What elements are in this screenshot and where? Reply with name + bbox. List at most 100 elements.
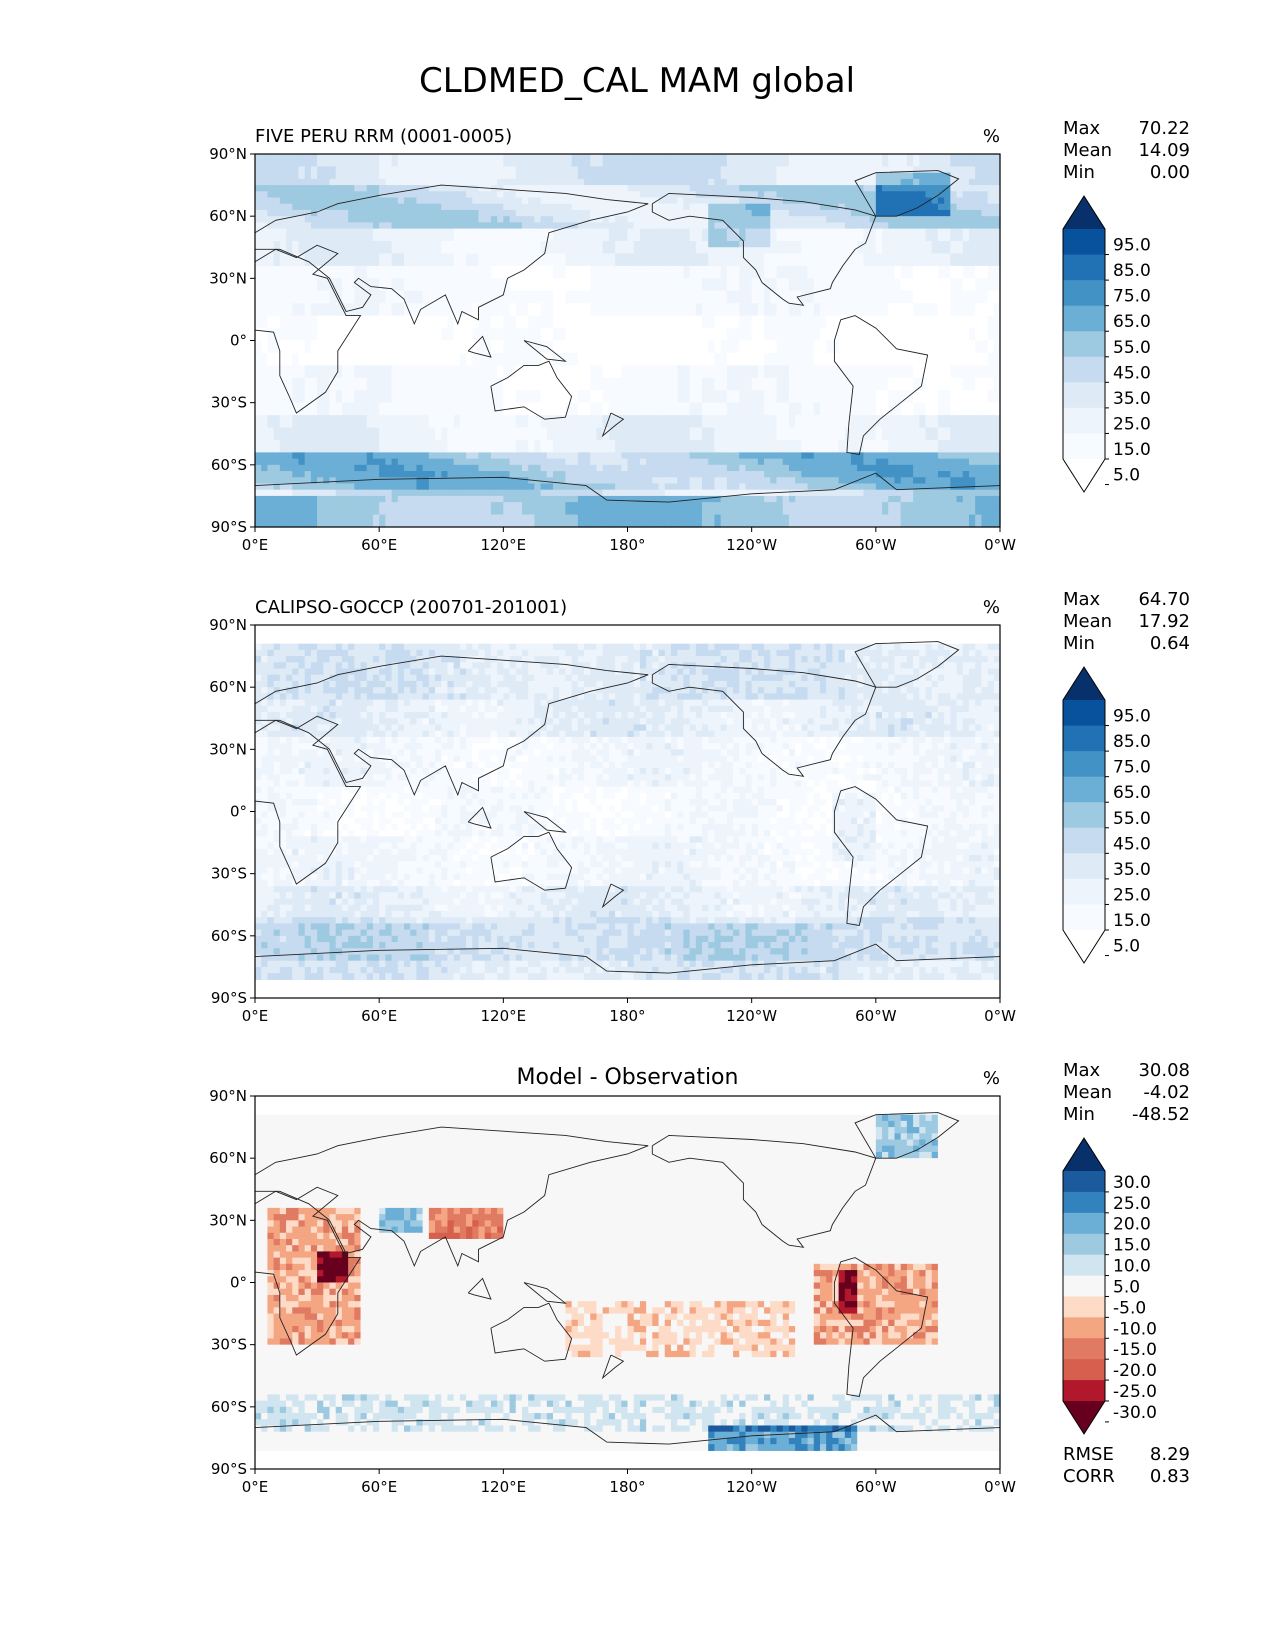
test-cell xyxy=(720,377,728,385)
test-cell xyxy=(379,402,386,410)
test-cell xyxy=(391,178,399,186)
test-cell xyxy=(515,303,523,311)
test-cell xyxy=(913,278,920,286)
test-cell xyxy=(869,340,877,348)
test-cell xyxy=(652,241,660,248)
test-cell xyxy=(633,315,641,323)
test-cell xyxy=(677,328,684,335)
panels-container: 90°N60°N30°N0°30°S60°S90°S0°E 60°E 120°E 18… xyxy=(209,118,1190,1496)
test-cell xyxy=(608,402,616,410)
test-cell xyxy=(801,377,809,385)
test-cell xyxy=(689,290,697,298)
test-cell xyxy=(757,390,765,398)
test-cell xyxy=(335,365,343,373)
test-cell xyxy=(900,359,908,366)
test-cell xyxy=(770,160,778,168)
test-cell xyxy=(391,185,399,192)
test-cell xyxy=(702,178,709,186)
test-cell xyxy=(503,272,511,279)
test-cell xyxy=(664,154,672,161)
test-cell xyxy=(720,352,728,360)
test-cell xyxy=(689,203,697,211)
test-cell xyxy=(379,209,386,217)
test-cell xyxy=(435,359,442,366)
test-cell xyxy=(317,154,324,161)
test-cell xyxy=(813,334,821,342)
test-cell xyxy=(472,390,480,398)
test-cell xyxy=(459,371,467,379)
test-cell xyxy=(621,346,629,354)
test-cell xyxy=(391,290,399,298)
test-cell xyxy=(819,296,827,304)
test-cell xyxy=(317,178,324,186)
test-cell xyxy=(255,359,262,366)
test-cell xyxy=(695,154,703,161)
test-cell xyxy=(553,185,560,192)
test-cell xyxy=(819,160,827,168)
test-cell xyxy=(341,178,349,186)
test-cell xyxy=(708,228,716,236)
test-cell xyxy=(261,340,269,348)
test-cell xyxy=(801,396,809,404)
test-cell xyxy=(410,371,418,379)
test-cell xyxy=(397,272,405,279)
test-cell xyxy=(720,296,728,304)
test-cell xyxy=(670,185,678,192)
test-cell xyxy=(875,365,883,373)
test-cell xyxy=(993,253,1001,261)
test-cell xyxy=(354,253,362,261)
test-cell xyxy=(391,352,399,360)
test-cell xyxy=(534,185,542,192)
test-cell xyxy=(652,278,660,286)
test-cell xyxy=(292,241,300,248)
test-cell xyxy=(770,396,778,404)
test-cell xyxy=(310,185,318,192)
test-cell xyxy=(639,290,647,298)
test-cell xyxy=(782,309,790,317)
test-cell xyxy=(968,396,976,404)
test-cell xyxy=(571,197,579,205)
test-cell xyxy=(298,284,306,292)
test-cell xyxy=(428,253,436,261)
test-cell xyxy=(795,191,802,199)
test-cell xyxy=(882,197,889,205)
test-cell xyxy=(795,290,802,298)
test-cell xyxy=(546,178,554,186)
test-cell xyxy=(782,296,790,304)
test-cell xyxy=(348,408,355,416)
test-cell xyxy=(683,402,691,410)
test-cell xyxy=(863,284,871,292)
test-cell xyxy=(813,396,821,404)
test-cell xyxy=(708,384,716,391)
test-cell xyxy=(453,346,461,354)
test-cell xyxy=(987,346,995,354)
test-cell xyxy=(956,166,964,174)
test-cell xyxy=(962,259,970,267)
test-cell xyxy=(453,265,461,273)
test-cell xyxy=(379,154,386,161)
test-cell xyxy=(652,309,660,317)
test-cell xyxy=(521,178,529,186)
test-cell xyxy=(577,166,585,174)
test-cell xyxy=(863,228,871,236)
test-cell xyxy=(658,365,666,373)
test-cell xyxy=(447,216,455,223)
test-cell xyxy=(981,203,989,211)
test-cell xyxy=(956,340,964,348)
test-cell xyxy=(428,185,436,192)
test-cell xyxy=(621,191,629,199)
test-cell xyxy=(819,365,827,373)
test-cell xyxy=(838,346,846,354)
test-cell xyxy=(273,315,281,323)
test-cell xyxy=(608,191,616,199)
test-cell xyxy=(422,296,430,304)
test-cell xyxy=(739,228,747,236)
test-cell xyxy=(602,371,610,379)
test-cell xyxy=(739,334,747,342)
test-cell xyxy=(925,321,933,329)
test-cell xyxy=(553,172,560,180)
test-cell xyxy=(261,253,269,261)
test-cell xyxy=(702,402,709,410)
test-cell xyxy=(366,160,374,168)
